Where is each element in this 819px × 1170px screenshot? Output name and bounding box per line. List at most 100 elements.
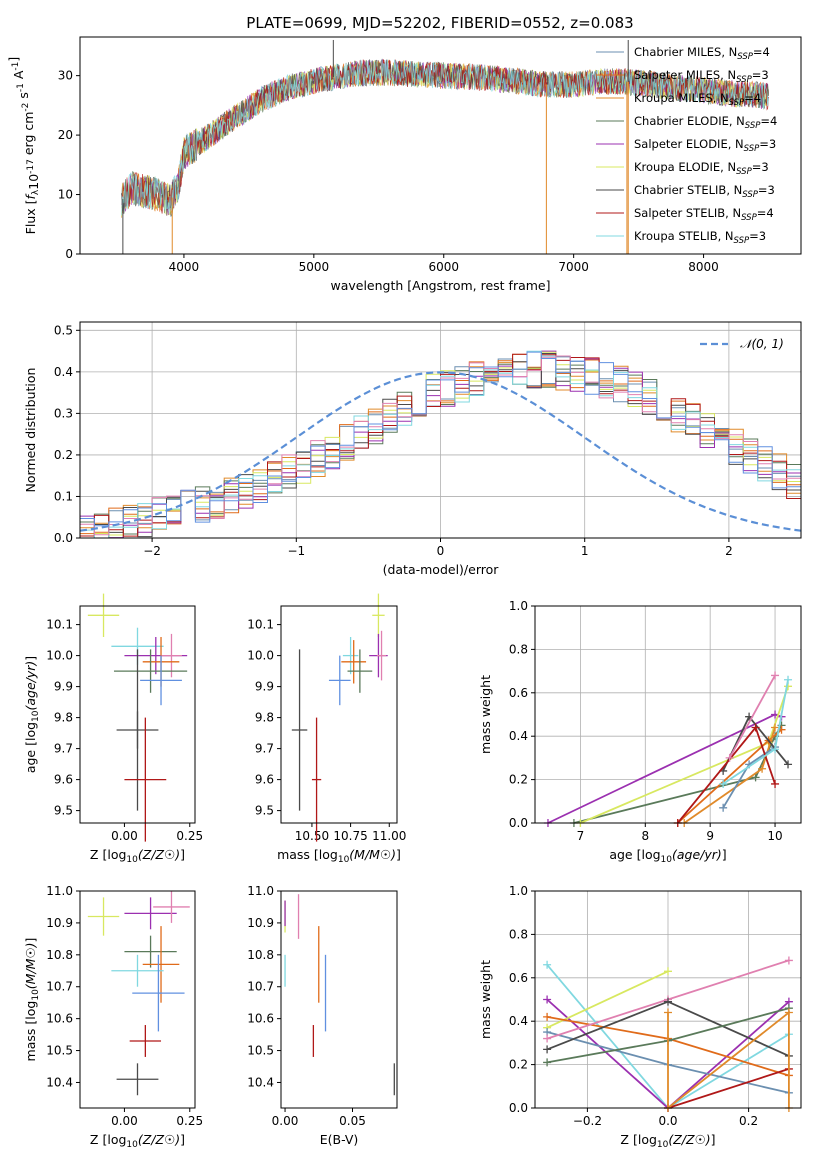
mass_vs_ebv-ytick-label: 10.4 [247,1075,274,1089]
mass_vs_ebv-xtick-label: 0.05 [339,1114,366,1128]
weight_vs_Z-marker [664,997,672,1006]
residuals-xlabel: (data-model)/error [383,562,500,577]
legend-entry: Chabrier ELODIE, NSSP=4 [634,114,777,131]
weight_vs_age-marker [751,723,760,732]
legend-entry: Salpeter ELODIE, NSSP=3 [634,137,776,154]
mass_vs_Z-ytick-label: 10.7 [46,980,73,994]
residuals-ytick-label: 0.4 [54,365,73,379]
weight_vs_age-marker [784,675,793,684]
weight_vs_age-xtick-label: 10 [767,829,782,843]
age_vs_mass-ytick-label: 9.9 [255,680,274,694]
weight_vs_age-ytick-label: 0.4 [509,729,528,743]
age_vs_Z-ytick-label: 9.8 [54,711,73,725]
weight_vs_age-marker [771,723,780,732]
mass_vs_Z-ytick-label: 11.0 [46,884,73,898]
weight_vs_Z-ytick-label: 0.0 [509,1101,528,1115]
weight_vs_age-marker [771,745,780,754]
age_vs_mass-ytick-label: 9.8 [255,711,274,725]
spectrum-xtick-label: 7000 [558,260,589,274]
weight_vs_age-ylabel: mass weight [478,675,493,754]
residuals-ytick-label: 0.3 [54,406,73,420]
spectrum-ytick-label: 30 [58,69,73,83]
age_vs_mass-panel: 10.50 10.75 11.00 9.5 9.6 9.7 9.8 9.9 10.0 10.1 ma… [247,593,406,865]
weight_vs_Z-marker [664,967,672,976]
age_vs_mass-ytick-label: 9.7 [255,742,274,756]
weight_vs_Z-xtick-label: 0.0 [658,1114,677,1128]
age_vs_mass-frame [280,605,398,824]
weight_vs_Z-marker [543,1012,552,1021]
spectrum-ylabel: Flux [fλ10-17 erg cm-2 s-1 A-1] [6,57,41,235]
age_vs_mass-ytick-label: 9.6 [255,773,274,787]
age_vs_mass-xtick-label: 10.50 [295,829,329,843]
spectrum-ytick-label: 10 [58,188,73,202]
weight_vs_Z-xtick-label: 0.2 [739,1114,758,1128]
weight_vs_age-xtick-label: 9 [706,829,714,843]
age_vs_Z-panel: 0.00 0.25 9.5 9.6 9.7 9.8 9.9 10.0 10.1 Z [log10(… [23,593,203,865]
hist-series-10 [80,351,801,527]
figure-title: PLATE=0699, MJD=52202, FIBERID=0552, z=0… [246,14,633,32]
mass_vs_Z-ytick-label: 10.5 [46,1044,73,1058]
weight_vs_Z-marker [543,1034,552,1043]
mass_vs_Z-ytick-label: 10.8 [46,948,73,962]
weight_vs_Z-series-8 [667,1068,790,1109]
age_vs_mass-xlabel: mass [log10(M/M☉)] [277,847,401,865]
residuals-xtick-label: −2 [143,544,161,558]
weight_vs_age-marker [758,764,767,773]
residuals-panel: −2 −1 0 1 2 0.0 0.1 0.2 0.3 0.4 0.5 (data-model)/er… [23,321,802,577]
weight_vs_age-series-9 [728,674,776,759]
weight_vs_Z-marker [784,956,793,965]
age_vs_Z-ytick-label: 10.0 [46,649,73,663]
age_vs_Z-ytick-label: 10.1 [46,618,73,632]
weight_vs_Z-ytick-label: 1.0 [509,884,528,898]
weight_vs_age-marker [784,760,793,769]
mass_vs_Z-panel: 0.00 0.25 10.4 10.5 10.6 10.7 10.8 10.9 11.0 Z [l… [23,884,203,1150]
spectrum-xtick-label: 5000 [299,260,330,274]
legend-entry: Chabrier STELIB, NSSP=3 [634,183,775,200]
weight_vs_Z-ytick-label: 0.2 [509,1058,528,1072]
age_vs_Z-xtick-label: 0.25 [176,829,203,843]
residuals-frame [79,321,802,539]
weight_vs_Z-xtick-label: −0.2 [573,1114,602,1128]
mass_vs_ebv-ytick-label: 11.0 [247,884,274,898]
weight_vs_Z-ytick-label: 0.8 [509,927,528,941]
spectrum-xtick-label: 8000 [688,260,719,274]
weight_vs_age-xtick-label: 8 [641,829,649,843]
mass_vs_ebv-ytick-label: 10.7 [247,980,274,994]
age_vs_Z-xlabel: Z [log10(Z/Z☉)] [90,847,185,865]
weight_vs_Z-marker [784,1008,793,1017]
spectrum-series-8 [121,59,769,216]
weight_vs_Z-marker [543,1045,552,1054]
age_vs_Z-ylabel: age [log10(age/yr)] [23,656,41,773]
weight_vs_Z-ytick-label: 0.6 [509,971,528,985]
legend-entry: Kroupa MILES, NSSP=4 [634,91,761,108]
legend-entry: Salpeter STELIB, NSSP=4 [634,206,774,223]
weight_vs_age-panel: 7 8 9 10 0.0 0.2 0.4 0.6 0.8 1.0 age [log10(age/yr… [478,599,802,865]
mass_vs_Z-ylabel: mass [log10(M/M☉)] [23,938,41,1062]
mass_vs_Z-xtick-label: 0.00 [111,1114,138,1128]
age_vs_Z-xtick-label: 0.00 [111,829,138,843]
age_vs_mass-ytick-label: 10.0 [247,649,274,663]
mass_vs_ebv-xtick-label: 0.00 [272,1114,299,1128]
mass_vs_Z-ytick-label: 10.4 [46,1075,73,1089]
spectrum-xtick-label: 6000 [428,260,459,274]
age_vs_mass-ytick-label: 10.1 [247,618,274,632]
weight_vs_Z-ytick-label: 0.4 [509,1014,528,1028]
weight_vs_age-marker [751,773,760,782]
mass_vs_Z-xtick-label: 0.25 [176,1114,203,1128]
weight_vs_Z-series-2 [546,970,669,1029]
mass_vs_ebv-ytick-label: 10.5 [247,1044,274,1058]
age_vs_Z-ytick-label: 9.7 [54,742,73,756]
weight_vs_age-ytick-label: 1.0 [509,599,528,613]
weight_vs_Z-marker [543,960,552,969]
weight_vs_age-marker [725,753,734,762]
residuals-ytick-label: 0.0 [54,531,73,545]
normal-legend-label: 𝒩(0, 1) [740,337,784,351]
weight_vs_age-ytick-label: 0.2 [509,773,528,787]
weight_vs_age-xlabel: age [log10(age/yr)] [609,847,726,865]
age_vs_mass-ytick-label: 9.5 [255,804,274,818]
weight_vs_age-marker [719,803,728,812]
legend-entry: Chabrier MILES, NSSP=4 [634,45,770,62]
weight_vs_age-ytick-label: 0.6 [509,686,528,700]
mass_vs_ebv-ytick-label: 10.9 [247,916,274,930]
